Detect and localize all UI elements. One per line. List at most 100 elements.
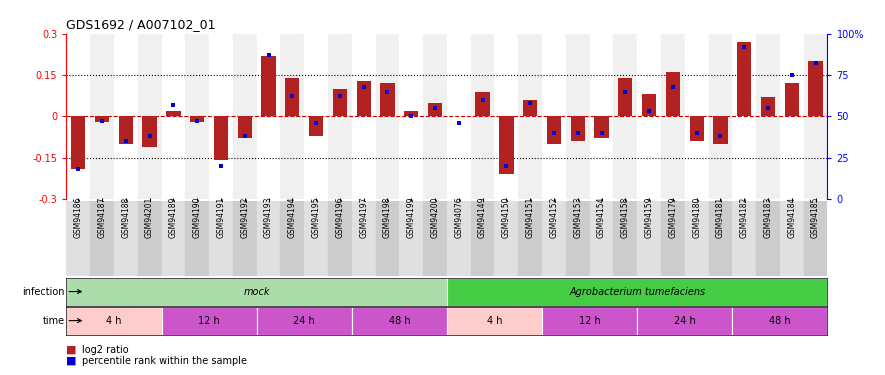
Bar <box>399 201 423 276</box>
Text: 48 h: 48 h <box>769 316 790 326</box>
Bar <box>637 201 661 276</box>
Bar <box>352 34 375 199</box>
Bar <box>761 97 775 116</box>
Bar <box>566 201 589 276</box>
Bar <box>357 81 371 116</box>
Bar <box>185 201 209 276</box>
Text: 4 h: 4 h <box>106 316 122 326</box>
Bar <box>423 34 447 199</box>
Bar <box>709 34 733 199</box>
Bar <box>352 201 375 276</box>
Bar <box>166 111 181 116</box>
Bar <box>90 201 114 276</box>
Bar <box>637 34 661 199</box>
Text: log2 ratio: log2 ratio <box>82 345 129 355</box>
Text: 12 h: 12 h <box>198 316 220 326</box>
Text: percentile rank within the sample: percentile rank within the sample <box>82 356 247 366</box>
Bar <box>566 34 589 199</box>
Bar <box>519 201 542 276</box>
Bar <box>571 116 585 141</box>
Bar <box>423 201 447 276</box>
Bar <box>780 34 804 199</box>
Bar <box>785 83 799 116</box>
Text: time: time <box>42 316 65 326</box>
Bar <box>114 34 138 199</box>
Bar <box>709 201 733 276</box>
Bar <box>642 94 656 116</box>
Bar <box>471 34 495 199</box>
Bar <box>66 278 447 306</box>
Bar <box>595 116 609 138</box>
Bar <box>809 61 823 116</box>
Bar <box>328 201 352 276</box>
Bar <box>209 34 233 199</box>
Text: mock: mock <box>243 286 270 297</box>
Bar <box>733 307 827 334</box>
Bar <box>214 116 228 160</box>
Bar <box>352 307 447 334</box>
Bar <box>685 201 709 276</box>
Bar <box>523 100 537 116</box>
Bar <box>613 201 637 276</box>
Bar <box>375 201 399 276</box>
Bar <box>304 34 328 199</box>
Text: ■: ■ <box>66 356 77 366</box>
Bar <box>190 116 204 122</box>
Text: 4 h: 4 h <box>487 316 503 326</box>
Bar <box>281 34 304 199</box>
Bar <box>257 307 351 334</box>
Bar <box>637 307 733 334</box>
Bar <box>304 201 328 276</box>
Bar <box>66 34 90 199</box>
Bar <box>804 34 827 199</box>
Bar <box>281 201 304 276</box>
Bar <box>685 34 709 199</box>
Bar <box>661 34 685 199</box>
Bar <box>114 201 138 276</box>
Bar <box>737 42 751 116</box>
Bar <box>447 201 471 276</box>
Bar <box>185 34 209 199</box>
Bar <box>471 201 495 276</box>
Bar <box>161 201 185 276</box>
Bar <box>233 201 257 276</box>
Bar <box>713 116 727 144</box>
Bar <box>495 201 519 276</box>
Bar <box>589 201 613 276</box>
Bar <box>447 34 471 199</box>
Bar <box>542 307 637 334</box>
Bar <box>499 116 513 174</box>
Text: 24 h: 24 h <box>673 316 696 326</box>
Bar <box>756 201 780 276</box>
Bar <box>404 111 419 116</box>
Bar <box>90 34 114 199</box>
Bar <box>495 34 519 199</box>
Bar <box>257 34 281 199</box>
Bar <box>428 102 442 116</box>
Bar <box>309 116 323 135</box>
Bar <box>589 34 613 199</box>
Bar <box>381 83 395 116</box>
Bar <box>209 201 233 276</box>
Bar <box>666 72 680 116</box>
Bar <box>233 34 257 199</box>
Bar <box>66 307 161 334</box>
Bar <box>733 34 756 199</box>
Text: 24 h: 24 h <box>293 316 315 326</box>
Text: 12 h: 12 h <box>579 316 601 326</box>
Bar <box>375 34 399 199</box>
Bar <box>447 278 827 306</box>
Bar <box>618 78 633 116</box>
Bar <box>119 116 133 144</box>
Bar <box>261 56 276 116</box>
Bar <box>542 34 566 199</box>
Bar <box>519 34 542 199</box>
Bar <box>804 201 827 276</box>
Bar <box>756 34 780 199</box>
Bar <box>328 34 352 199</box>
Bar <box>138 201 162 276</box>
Bar <box>142 116 157 147</box>
Bar <box>333 89 347 116</box>
Bar <box>138 34 162 199</box>
Bar <box>447 307 543 334</box>
